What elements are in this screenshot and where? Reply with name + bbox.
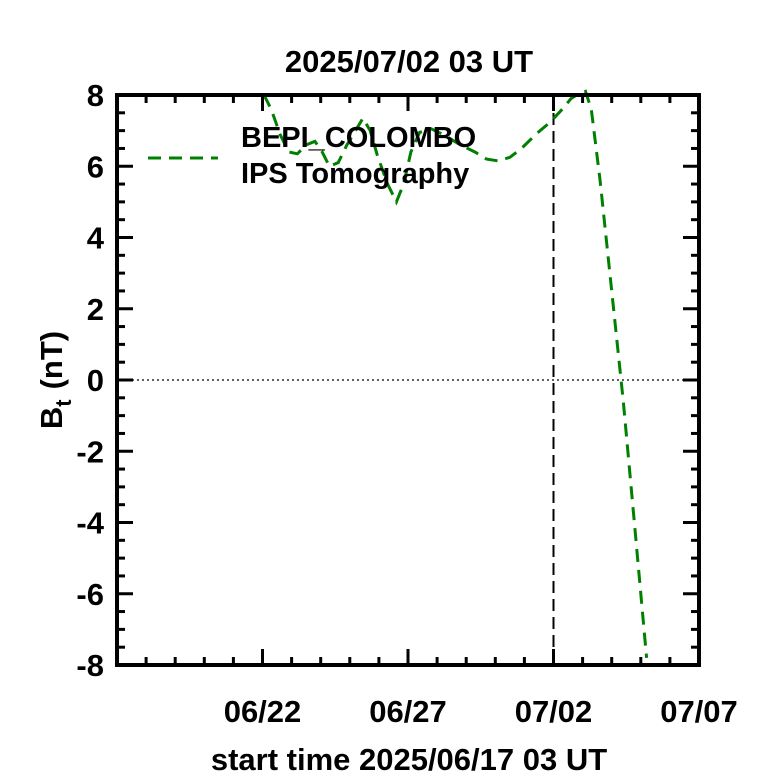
x-tick-labels: 06/22 06/27 07/02 07/07 [224,694,738,729]
y-tick-label: -8 [76,648,104,683]
chart-title: 2025/07/02 03 UT [285,44,533,79]
y-axis-label: Bt (nT) [34,331,76,429]
legend-label-line2: IPS Tomography [241,158,469,190]
y-tick-label: 0 [87,363,104,398]
y-tick-label: -4 [76,506,104,541]
y-axis-label-subscript: t [51,399,76,407]
y-tick-labels: 8 6 4 2 0 -2 -4 -6 -8 [76,78,104,683]
x-tick-label: 06/22 [224,694,302,729]
x-tick-label: 07/07 [660,694,738,729]
y-tick-label: 8 [87,78,104,113]
y-tick-label: -2 [76,434,104,469]
y-tick-label: 6 [87,149,104,184]
axis-ticks [115,93,701,667]
svg-text:Bt(nT): Bt (nT) [34,331,76,429]
y-axis-label-unit: (nT) [34,331,69,390]
x-tick-label: 07/02 [515,694,593,729]
y-axis-label-main: B [34,407,69,429]
x-axis-label: start time 2025/06/17 03 UT [211,742,607,777]
y-tick-label: 4 [87,221,105,256]
y-tick-label: 2 [87,292,104,327]
y-tick-label: -6 [76,577,104,612]
legend-label-line1: BEPI_COLOMBO [241,122,476,154]
x-tick-label: 06/27 [369,694,447,729]
legend: BEPI_COLOMBO IPS Tomography [148,122,476,190]
plot-area [115,89,701,667]
